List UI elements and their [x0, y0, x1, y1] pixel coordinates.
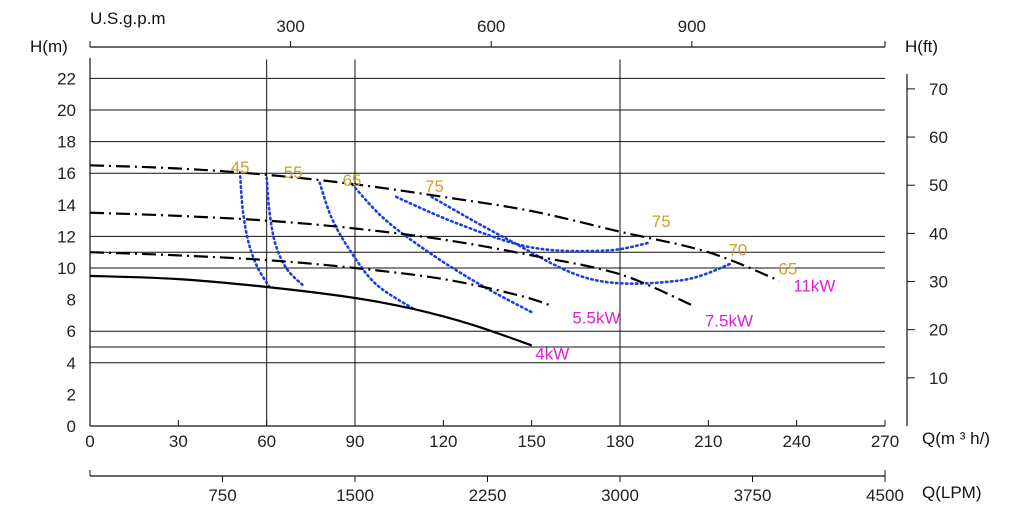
x-axis-label-m3h: Q(m ³ h/) [922, 429, 990, 448]
y-tick-label-m: 16 [57, 164, 76, 183]
x-tick-label-usgpm: 300 [276, 17, 304, 36]
efficiency-label: 70 [728, 240, 747, 259]
y-tick-label-ft: 60 [929, 128, 948, 147]
y-tick-label-m: 4 [67, 354, 76, 373]
y-axis-label-ft: H(ft) [905, 37, 938, 56]
efficiency-label: 75 [425, 177, 444, 196]
y-tick-label-m: 14 [57, 196, 76, 215]
power-label: 7.5kW [705, 311, 753, 330]
x-tick-label-m3h: 210 [694, 432, 722, 451]
x-tick-label-lpm: 3750 [734, 486, 772, 505]
x-tick-label-usgpm: 600 [477, 17, 505, 36]
iso-efficiency-curve [394, 195, 651, 253]
y-tick-label-ft: 40 [929, 224, 948, 243]
y-tick-label-m: 10 [57, 259, 76, 278]
y-tick-label-m: 8 [67, 291, 76, 310]
y-axis-label-m: H(m) [30, 37, 68, 56]
x-tick-label-m3h: 90 [346, 432, 365, 451]
x-tick-label-lpm: 2250 [469, 486, 507, 505]
power-label: 5.5kW [572, 308, 620, 327]
pump-curve [89, 274, 533, 347]
x-tick-label-m3h: 60 [257, 432, 276, 451]
pump-curve [89, 211, 695, 307]
y-tick-label-m: 6 [67, 322, 76, 341]
efficiency-label: 45 [231, 158, 250, 177]
iso-efficiency-curve [238, 175, 271, 289]
x-tick-label-lpm: 750 [208, 486, 236, 505]
x-tick-label-m3h: 180 [606, 432, 634, 451]
efficiency-label: 65 [343, 171, 362, 190]
iso-efficiency-curve [318, 181, 416, 311]
y-tick-label-ft: 70 [929, 80, 948, 99]
y-tick-label-m: 2 [67, 385, 76, 404]
x-tick-label-lpm: 4500 [866, 486, 904, 505]
x-tick-label-m3h: 150 [517, 432, 545, 451]
x-tick-label-lpm: 1500 [336, 486, 374, 505]
x-tick-label-m3h: 270 [871, 432, 899, 451]
efficiency-label: 75 [652, 212, 671, 231]
x-tick-label-m3h: 240 [782, 432, 810, 451]
y-tick-label-m: 0 [67, 417, 76, 436]
y-tick-label-m: 20 [57, 101, 76, 120]
y-tick-label-ft: 20 [929, 321, 948, 340]
iso-efficiency-curve [350, 183, 533, 314]
x-tick-label-m3h: 120 [429, 432, 457, 451]
x-tick-label-m3h: 30 [169, 432, 188, 451]
x-axis-label-usgpm: U.S.g.p.m [90, 9, 166, 28]
power-label: 4kW [535, 345, 569, 364]
y-tick-label-m: 22 [57, 69, 76, 88]
y-tick-label-ft: 30 [929, 273, 948, 292]
power-label: 11kW [793, 277, 835, 296]
pump-curve [89, 164, 780, 282]
x-tick-label-usgpm: 900 [678, 17, 706, 36]
y-tick-label-m: 12 [57, 227, 76, 246]
x-tick-label-lpm: 3000 [601, 486, 639, 505]
iso-efficiency-curve [430, 195, 734, 285]
y-tick-label-ft: 10 [929, 369, 948, 388]
efficiency-label: 55 [284, 163, 303, 182]
iso-efficiency-curve [265, 176, 307, 289]
y-tick-label-ft: 50 [929, 176, 948, 195]
efficiency-label: 65 [778, 259, 797, 278]
x-axis-label-lpm: Q(LPM) [922, 483, 982, 502]
x-tick-label-m3h: 0 [85, 432, 94, 451]
pump-curve [89, 251, 553, 307]
y-tick-label-m: 18 [57, 133, 76, 152]
